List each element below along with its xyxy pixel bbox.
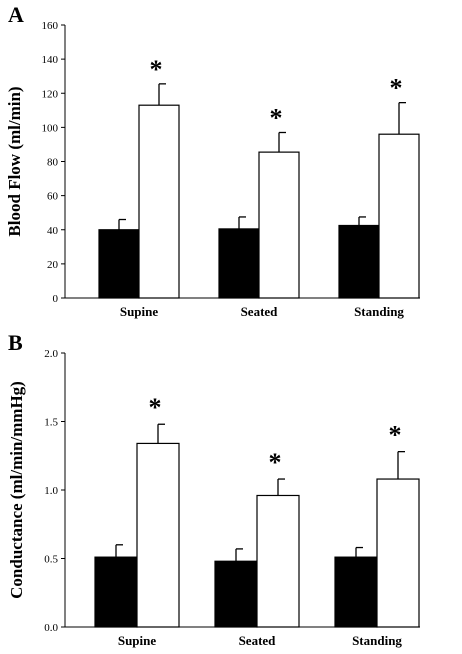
panel-a-bar-standing-black — [338, 224, 380, 299]
panel-b-letter: B — [8, 330, 23, 355]
panel-a-letter: A — [8, 2, 24, 27]
panel-a-significance-marker: * — [150, 55, 163, 84]
panel-b-bar-seated-black — [214, 560, 258, 628]
panel-b-significance-marker: * — [149, 393, 162, 422]
panel-a-y-axis-label: Blood Flow (ml/min) — [5, 86, 24, 236]
panel-b-y-tick-label: 0.5 — [44, 554, 58, 566]
panel-a-category-label: Standing — [354, 304, 404, 319]
panel-a-y-tick-label: 80 — [47, 157, 59, 169]
panel-b-bar-supine-white — [136, 442, 180, 628]
panel-b-y-tick-label: 0.0 — [44, 622, 58, 634]
panel-a-y-tick-label: 20 — [47, 259, 59, 271]
panel-b-bar-standing-black — [334, 556, 378, 628]
panel-a-significance-marker: * — [390, 74, 403, 103]
panel-b-bar-supine-black — [94, 556, 138, 628]
panel-a-bar-standing-white — [378, 133, 420, 299]
panel-a-y-tick-label: 0 — [53, 293, 59, 305]
panel-a-category-label: Supine — [120, 304, 159, 319]
panel-a-bar-supine-white — [138, 104, 180, 299]
panel-a-y-tick-label: 160 — [42, 20, 59, 32]
panel-b-category-label: Seated — [239, 633, 277, 648]
panel-b-y-axis-label: Conductance (ml/min/mmHg) — [7, 381, 26, 599]
panel-b-bar-standing-white — [376, 478, 420, 628]
panel-b-category-label: Supine — [118, 633, 157, 648]
panel-a-y-tick-label: 100 — [42, 122, 59, 134]
panel-b-y-tick-label: 2.0 — [44, 348, 58, 360]
panel-a-y-tick-label: 40 — [47, 225, 59, 237]
panel-a-y-tick-label: 60 — [47, 191, 59, 203]
panel-b-bar-seated-white — [256, 494, 300, 628]
panel-b-y-tick-label: 1.5 — [44, 417, 58, 429]
panel-a-y-tick-label: 120 — [42, 88, 59, 100]
panel-b-significance-marker: * — [389, 421, 402, 450]
panel-a-category-label: Seated — [241, 304, 279, 319]
panel-a-bar-seated-black — [218, 228, 260, 299]
panel-a-y-tick-label: 140 — [42, 54, 59, 66]
panel-a-significance-marker: * — [270, 103, 283, 132]
panel-b-significance-marker: * — [269, 448, 282, 477]
panel-b-category-label: Standing — [352, 633, 402, 648]
panel-a-bar-supine-black — [98, 229, 140, 299]
panel-b-y-tick-label: 1.0 — [44, 485, 58, 497]
panel-a-bar-seated-white — [258, 151, 300, 299]
